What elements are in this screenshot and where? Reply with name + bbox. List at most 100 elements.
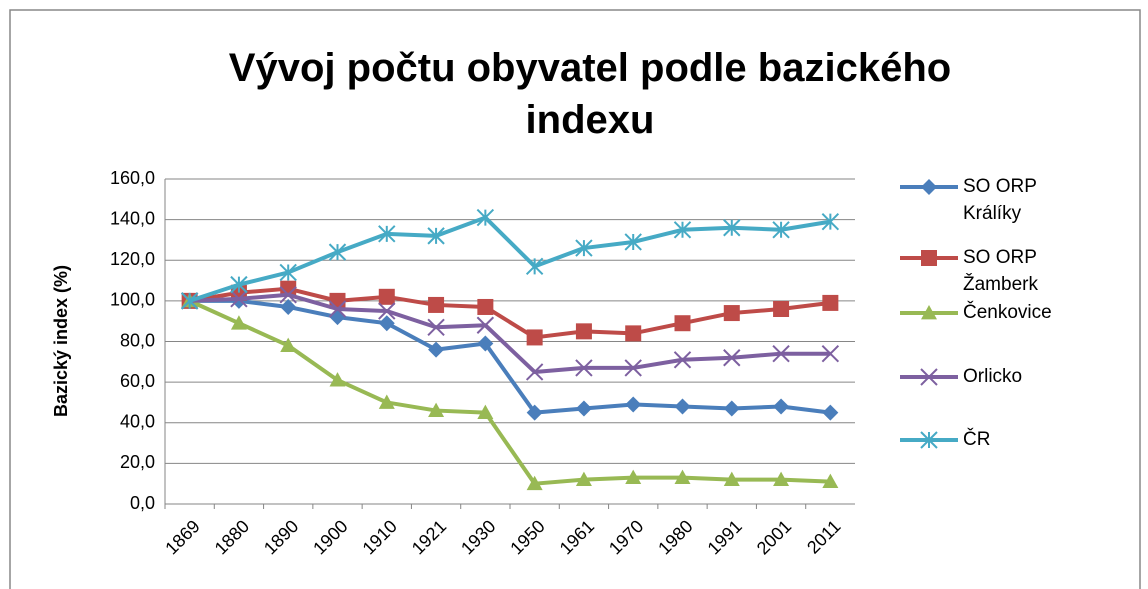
y-tick-label: 40,0 [120,412,155,432]
data-point [821,344,840,363]
data-point [723,305,740,322]
data-point [673,351,692,369]
data-point [723,400,740,417]
x-tick-label: 1930 [457,516,499,558]
data-point [773,398,790,415]
legend-marker [921,305,937,320]
legend-label: Čenkovice [963,302,1052,323]
data-point [525,363,544,381]
data-point [329,372,346,387]
y-tick-label: 120,0 [110,249,155,269]
series-line [188,299,831,486]
data-point [673,221,692,239]
legend-label: Orlicko [963,366,1023,387]
data-point [280,280,297,297]
data-point [822,294,839,311]
legend-marker [920,431,938,449]
x-tick-label: 1950 [506,516,548,558]
data-point [575,323,592,340]
data-point [822,473,839,489]
data-point [822,404,839,421]
data-point [575,359,593,377]
data-point [773,301,790,317]
data-point [427,318,445,336]
data-point [279,263,297,282]
chart-title: Vývoj počtu obyvatel podle bazického ind… [228,46,952,142]
chart-border [9,9,1141,589]
data-point [674,398,691,415]
data-point [773,471,790,487]
y-tick-label: 100,0 [110,290,155,310]
legend-label: SO ORP Žamberk [963,247,1038,295]
x-tick-label: 1900 [309,516,351,558]
data-point [526,475,543,491]
data-point [378,225,396,243]
y-tick-label: 140,0 [110,208,155,228]
legend-label: SO ORP Králíky [963,176,1037,224]
data-point [378,394,395,409]
data-point [525,257,544,276]
data-point [230,315,247,330]
data-point [526,404,543,421]
series-line [189,298,831,415]
y-tick-label: 0,0 [130,493,155,513]
data-point [476,316,495,334]
data-point [378,315,395,332]
data-point [428,296,445,313]
data-point [575,471,592,487]
x-tick-label: 2001 [753,516,795,558]
x-tick-label: 1980 [654,516,696,558]
x-tick-label: 1961 [556,516,598,558]
data-point [624,359,642,377]
y-tick-label: 20,0 [120,452,155,472]
data-point [280,298,297,315]
data-point [625,469,642,484]
x-tick-label: 1921 [408,516,450,558]
legend-marker [920,368,938,386]
data-point [279,286,297,304]
legend-marker [921,250,937,266]
series-line [189,292,831,374]
data-point [230,290,248,308]
data-point [674,315,691,332]
x-tick-label: 1880 [211,516,253,558]
data-point [625,325,642,342]
data-point [477,404,494,419]
data-point [723,471,740,487]
legend-label: ČR [963,429,991,450]
data-point [280,337,297,352]
data-point [329,309,346,326]
x-tick-label: 1890 [260,516,302,558]
data-point [180,292,199,310]
data-point [378,302,396,320]
x-tick-label: 1869 [161,516,203,558]
legend-marker [921,179,937,195]
data-point [625,396,642,413]
data-point [772,221,790,239]
data-point [575,239,593,257]
data-point [328,300,347,318]
data-point [476,208,495,227]
data-point [821,212,840,231]
data-point [723,219,741,237]
data-point [575,400,592,417]
y-tick-label: 160,0 [110,168,155,188]
x-tick-label: 1910 [359,516,401,558]
data-point [427,227,445,245]
x-tick-label: 1970 [605,516,647,558]
data-point [328,243,347,261]
data-point [477,335,494,352]
data-point [428,341,445,358]
x-tick-label: 1991 [704,516,746,558]
y-axis-label: Bazický index (%) [51,265,71,417]
data-point [428,402,445,417]
series-line [189,286,831,340]
data-point [674,469,691,484]
data-point [477,298,494,315]
series-line [189,215,831,303]
data-point [624,233,642,251]
data-point [772,344,790,363]
x-tick-label: 2011 [803,516,845,558]
data-point [230,275,248,294]
